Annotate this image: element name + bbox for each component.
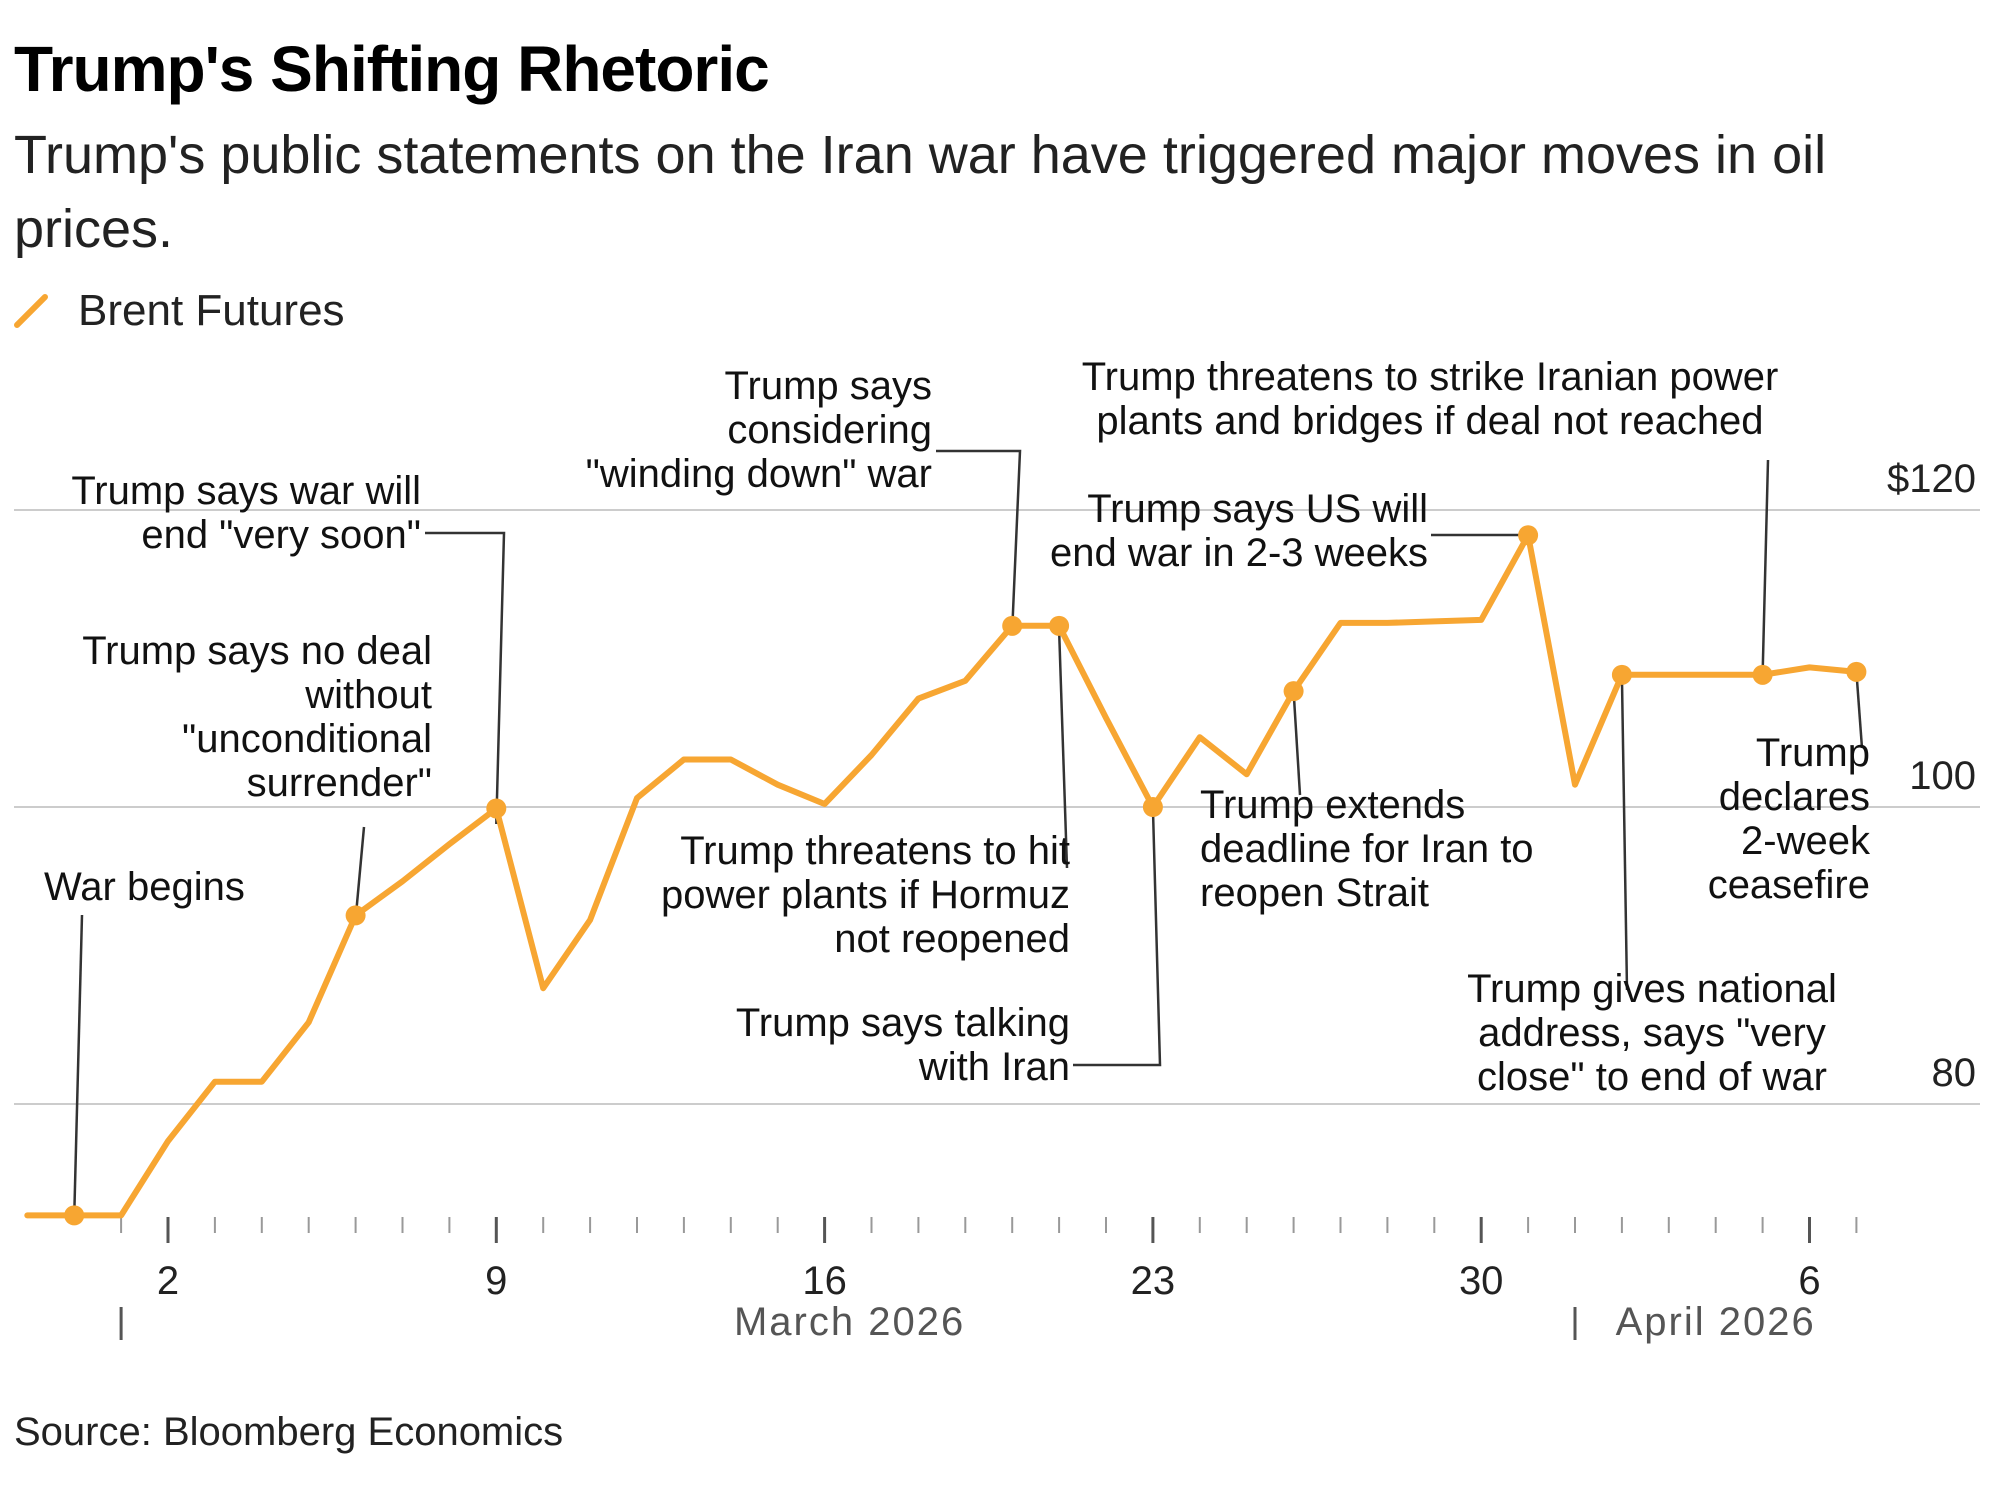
- annotation-label-line: power plants if Hormuz: [661, 873, 1070, 917]
- annotation-label-line: 2-week: [1741, 819, 1871, 863]
- annotation-label-line: Trump says war will: [71, 469, 421, 513]
- annotation-label-line: address, says "very: [1478, 1011, 1826, 1055]
- chart-title: Trump's Shifting Rhetoric: [14, 33, 770, 105]
- annotation-label-line: Trump extends: [1200, 783, 1465, 827]
- annotation-marker-7: [1518, 525, 1539, 546]
- annotation-label-2: Trump says war will end "very soon": [71, 469, 421, 557]
- annotation-leader-10: [1855, 671, 1864, 749]
- y-axis: $120 100 80: [1887, 457, 1976, 1095]
- chart-subtitle: Trump's public statements on the Iran wa…: [14, 125, 1827, 259]
- annotation-label-line: Trump says talking: [736, 1001, 1070, 1045]
- series-line-brent-futures: [24, 532, 1860, 1219]
- annotation-label-line: Trump: [1756, 731, 1870, 775]
- annotation-label-line: Trump threatens to hit: [680, 829, 1070, 873]
- annotation-leader-0: [72, 914, 84, 1218]
- annotation-label-line: reopen Strait: [1200, 871, 1429, 915]
- annotation-label-line: Trump says US will: [1087, 487, 1428, 531]
- annotation-label-line: Trump says no deal: [82, 629, 432, 673]
- annotation-label-line: without: [304, 673, 432, 717]
- annotation-marker-9: [1752, 664, 1773, 685]
- legend: Brent Futures: [14, 286, 345, 336]
- annotation-leader-6: [1292, 691, 1302, 796]
- x-tick-label-16: 16: [802, 1259, 847, 1303]
- annotation-marker-8: [1611, 664, 1632, 685]
- annotation-label-line: with Iran: [918, 1045, 1070, 1089]
- annotation-label-8: Trump gives national address, says "very c…: [1467, 967, 1837, 1099]
- annotation-markers: [64, 525, 1867, 1226]
- annotation-label-line: Trump threatens to strike Iranian power: [1082, 355, 1779, 399]
- annotation-label-line: deadline for Iran to: [1200, 827, 1534, 871]
- annotation-label-line: Trump gives national: [1467, 967, 1837, 1011]
- annotation-marker-10: [1846, 661, 1867, 682]
- x-axis: 2 9 16 23 30 6 March 2026 April 2026: [119, 1217, 1858, 1344]
- annotation-leader-2: [425, 531, 506, 825]
- annotation-label-line: considering: [727, 408, 932, 452]
- annotation-marker-0: [64, 1205, 85, 1226]
- gridlines: [14, 509, 1980, 1105]
- y-tick-label-100: 100: [1909, 754, 1976, 798]
- annotation-leader-3: [936, 449, 1022, 631]
- annotation-label-line: "winding down" war: [586, 452, 932, 496]
- annotation-label-line: end war in 2-3 weeks: [1050, 531, 1428, 575]
- series-brent-futures: [24, 532, 1860, 1219]
- x-month-label: April 2026: [1616, 1300, 1816, 1344]
- y-tick-label-80: 80: [1932, 1051, 1977, 1095]
- annotation-leader-9: [1761, 459, 1770, 675]
- x-month-label: March 2026: [734, 1300, 965, 1344]
- annotation-label-3: Trump says considering "winding down" war: [586, 364, 932, 496]
- x-tick-label-23: 23: [1131, 1259, 1176, 1303]
- annotation-marker-4: [1049, 615, 1070, 636]
- annotation-label-6: Trump extends deadline for Iran to reopen …: [1200, 783, 1534, 915]
- annotation-label-line: War begins: [44, 865, 245, 909]
- annotation-label-line: ceasefire: [1708, 863, 1870, 907]
- annotation-label-line: surrender": [247, 761, 432, 805]
- annotation-label-0: War begins: [44, 865, 245, 909]
- y-tick-label-120: $120: [1887, 457, 1976, 501]
- annotation-label-line: Trump says: [725, 364, 932, 408]
- annotation-label-line: end "very soon": [141, 513, 421, 557]
- annotation-label-line: plants and bridges if deal not reached: [1096, 399, 1763, 443]
- annotation-marker-5: [1142, 797, 1163, 817]
- annotation-marker-2: [486, 798, 507, 819]
- annotation-label-10: Trump declares 2-week ceasefire: [1708, 731, 1871, 907]
- annotation-leader-1: [354, 826, 366, 920]
- x-tick-label-6: 6: [1798, 1259, 1820, 1303]
- annotation-label-line: close" to end of war: [1477, 1055, 1827, 1099]
- annotation-label-line: "unconditional: [182, 717, 432, 761]
- annotation-leader-8: [1620, 674, 1629, 991]
- annotation-label-9: Trump threatens to strike Iranian power p…: [1082, 355, 1779, 443]
- legend-label-brent-futures: Brent Futures: [78, 286, 345, 335]
- annotation-marker-3: [1002, 615, 1023, 636]
- x-tick-label-9: 9: [485, 1259, 507, 1303]
- annotation-marker-6: [1283, 681, 1304, 702]
- legend-line-swatch: [14, 294, 48, 328]
- annotation-leaders: [72, 449, 1864, 1218]
- x-tick-label-2: 2: [157, 1259, 179, 1303]
- annotation-labels: War begins Trump says no deal without "unco…: [44, 355, 1871, 1099]
- annotation-label-line: declares: [1719, 775, 1870, 819]
- annotation-label-5: Trump says talking with Iran: [736, 1001, 1070, 1089]
- annotation-label-line: not reopened: [834, 917, 1070, 961]
- source-note: Source: Bloomberg Economics: [14, 1410, 564, 1454]
- annotation-label-7: Trump says US will end war in 2-3 weeks: [1050, 487, 1428, 575]
- annotation-leader-5: [1073, 806, 1162, 1067]
- annotation-marker-1: [345, 905, 366, 926]
- x-tick-label-30: 30: [1459, 1259, 1504, 1303]
- annotation-label-4: Trump threatens to hit power plants if Ho…: [661, 829, 1070, 961]
- annotation-label-1: Trump says no deal without "unconditional s…: [82, 629, 432, 805]
- annotation-leader-4: [1057, 629, 1069, 869]
